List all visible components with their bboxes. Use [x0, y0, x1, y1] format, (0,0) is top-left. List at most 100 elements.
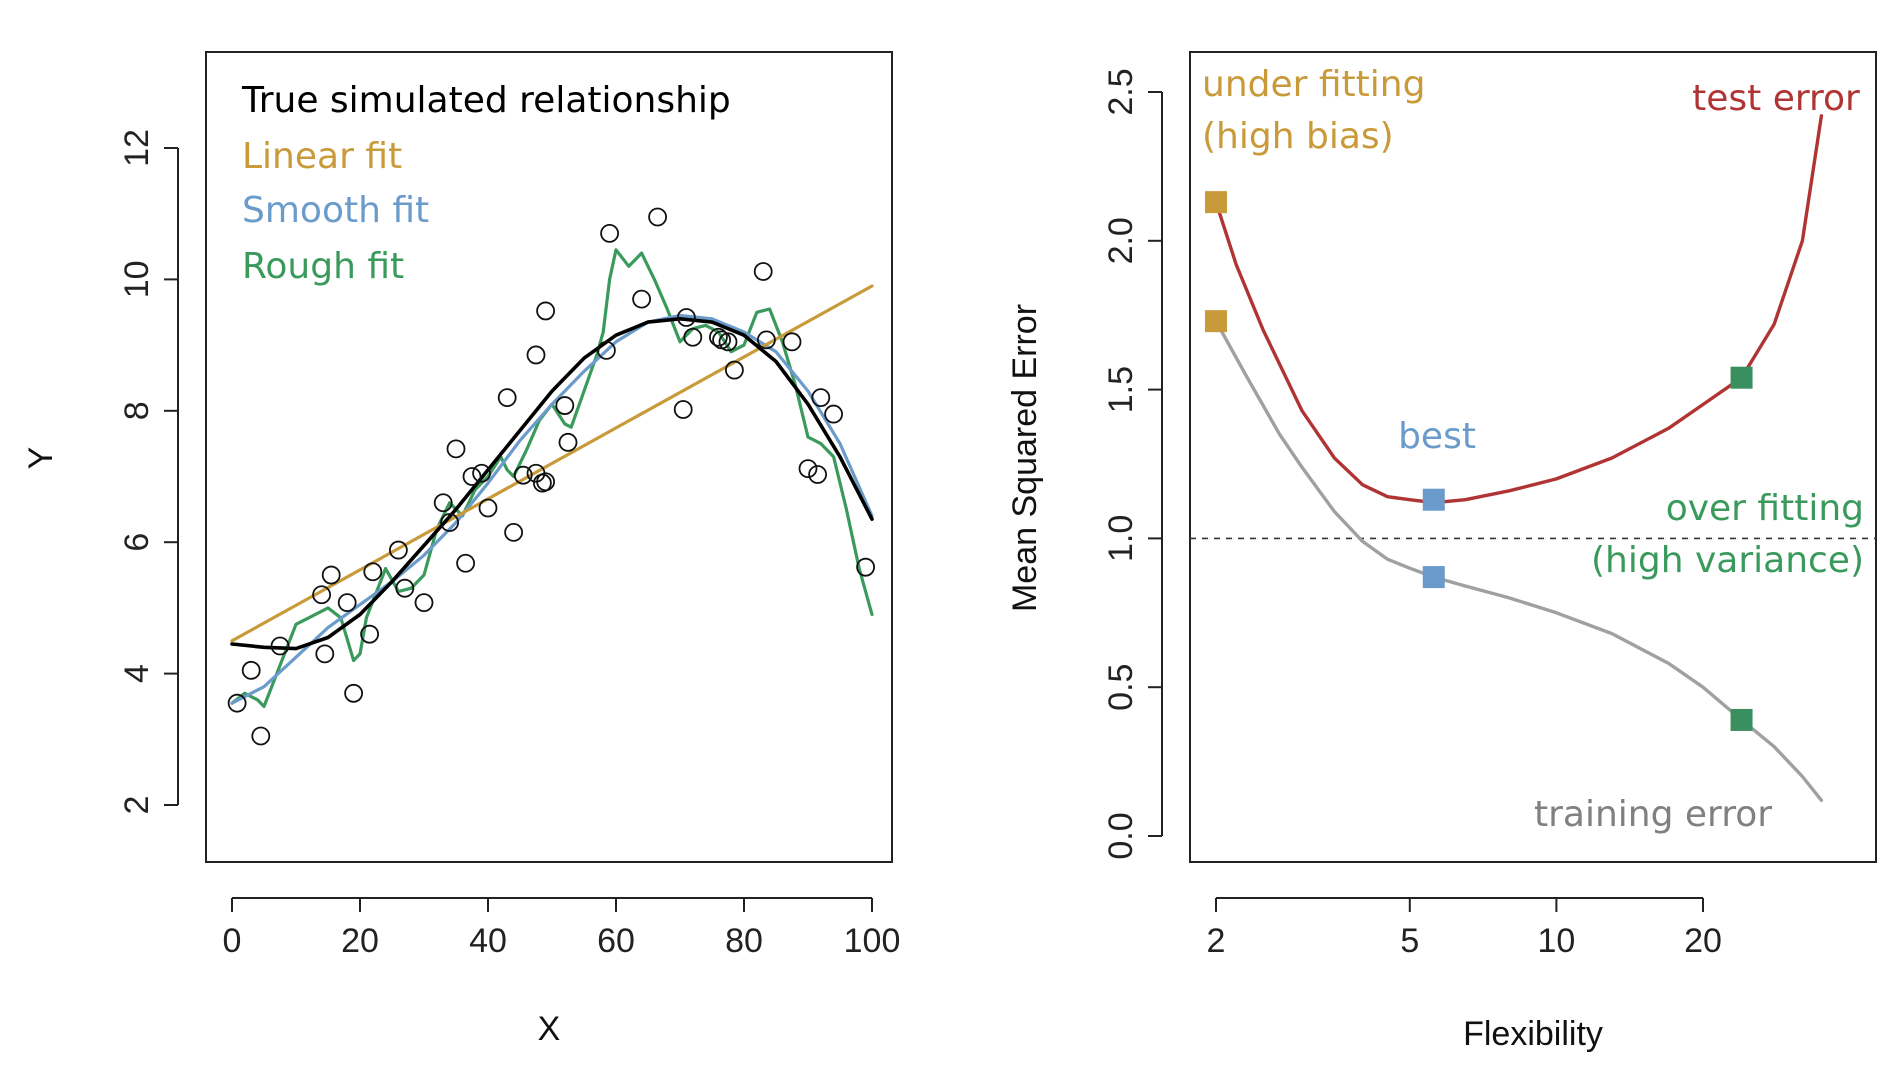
data-point: [513, 465, 533, 485]
data-point: [360, 624, 380, 644]
left-series-linear-fit: [230, 284, 874, 643]
left-y-axis: 2 4 6 8 10 12: [118, 129, 179, 814]
right-annotations: under fitting (high bias) test error best ov…: [1202, 64, 1864, 835]
data-point: [753, 262, 773, 281]
annotation-test: test error: [1692, 78, 1860, 119]
left-y-axis-title: Y: [22, 447, 60, 470]
annotation-under: under fitting: [1202, 64, 1425, 105]
legend-entry: Rough fit: [242, 246, 404, 287]
series-test-error: [1214, 114, 1824, 505]
right-markers: [1205, 191, 1753, 731]
data-point: [824, 404, 843, 424]
data-point: [315, 644, 335, 664]
legend-entry: Smooth fit: [242, 190, 429, 231]
data-point: [251, 726, 271, 746]
data-point: [227, 693, 247, 713]
data-point: [456, 553, 476, 573]
data-point: [344, 683, 364, 703]
left-x-tick-label: 80: [725, 922, 763, 960]
left-y-tick-label: 6: [118, 533, 156, 552]
data-point: [478, 498, 498, 518]
data-point: [337, 593, 357, 613]
right-plot-frame: [1189, 51, 1877, 863]
data-point: [446, 439, 466, 459]
data-point: [462, 467, 482, 486]
right-y-tick-label: 0.5: [1102, 664, 1140, 711]
data-point: [388, 540, 408, 560]
data-point: [536, 472, 555, 492]
marker-square: [1730, 708, 1753, 731]
data-point: [414, 593, 434, 613]
data-point: [312, 585, 332, 605]
right-x-axis-title: Flexibility: [1463, 1015, 1603, 1053]
data-point: [497, 388, 517, 408]
data-point: [526, 345, 546, 365]
data-point: [241, 660, 261, 680]
data-point: [632, 289, 651, 309]
data-point: [270, 636, 290, 656]
data-point: [757, 330, 776, 350]
data-point: [597, 340, 616, 360]
data-point: [811, 388, 831, 408]
left-x-axis: 0 20 40 60 80 100: [223, 897, 901, 960]
data-point: [558, 432, 578, 452]
left-x-axis-title: X: [538, 1010, 561, 1048]
data-point: [808, 465, 827, 484]
legend-entry: True simulated relationship: [241, 80, 731, 121]
data-point: [321, 565, 341, 585]
right-x-axis: 2 5 10 20: [1207, 897, 1722, 960]
right-y-tick-label: 2.0: [1102, 217, 1140, 264]
annotation-over: over fitting: [1666, 488, 1864, 529]
right-y-axis: 0.0 0.5 1.0 1.5 2.0 2.5: [1102, 68, 1163, 860]
data-point: [433, 493, 453, 513]
right-y-tick-label: 1.5: [1102, 366, 1140, 413]
data-point: [683, 327, 703, 347]
data-point: [600, 224, 619, 243]
left-x-tick-label: 40: [469, 922, 507, 960]
annotation-best: best: [1398, 416, 1476, 457]
right-x-tick-label: 20: [1684, 922, 1722, 960]
data-point: [504, 522, 523, 542]
left-y-tick-label: 10: [118, 260, 156, 298]
data-point: [363, 562, 383, 582]
data-point: [677, 308, 696, 327]
left-y-tick-label: 8: [118, 401, 156, 420]
left-series-true-simulated-relationship: [230, 317, 874, 651]
right-series-lines: [1214, 114, 1824, 802]
left-x-tick-label: 60: [597, 922, 635, 960]
left-x-tick-label: 100: [844, 922, 901, 960]
left-y-tick-label: 12: [118, 129, 156, 167]
right-y-axis-title: Mean Squared Error: [1006, 304, 1044, 612]
legend-entry: Linear fit: [242, 136, 402, 177]
left-series-smooth-fit: [230, 313, 874, 705]
data-point: [648, 207, 667, 227]
right-y-tick-label: 0.0: [1102, 812, 1140, 859]
right-y-tick-label: 2.5: [1102, 68, 1140, 115]
marker-square: [1205, 310, 1227, 333]
left-plot-frame: [205, 51, 893, 863]
annotation-train: training error: [1534, 794, 1772, 835]
data-point: [555, 396, 575, 415]
data-point: [856, 557, 875, 577]
data-point: [782, 332, 802, 352]
right-y-tick-label: 1.0: [1102, 515, 1140, 562]
left-x-tick-label: 20: [341, 922, 379, 960]
annotation-under: (high bias): [1202, 116, 1394, 157]
right-chart: 2 5 10 20 0.0 0.5 1.0 1.5 2.0 2.5 Flexibility Me…: [1006, 51, 1877, 1053]
data-point: [440, 513, 460, 532]
right-x-tick-label: 2: [1207, 922, 1226, 960]
annotation-over: (high variance): [1591, 540, 1864, 581]
left-chart: 0 20 40 60 80 100 2 4 6 8 10 12 X Y True simulated…: [22, 51, 901, 1048]
data-point: [536, 301, 555, 321]
data-point: [673, 400, 693, 419]
marker-square: [1422, 488, 1445, 511]
left-points: [227, 207, 875, 746]
left-y-tick-label: 4: [118, 664, 156, 683]
marker-square: [1422, 566, 1445, 589]
data-point: [718, 332, 738, 352]
left-legend: True simulated relationship Linear fit Smo…: [241, 80, 731, 287]
right-x-tick-label: 5: [1400, 922, 1419, 960]
data-point: [709, 327, 728, 347]
data-point: [798, 459, 818, 479]
